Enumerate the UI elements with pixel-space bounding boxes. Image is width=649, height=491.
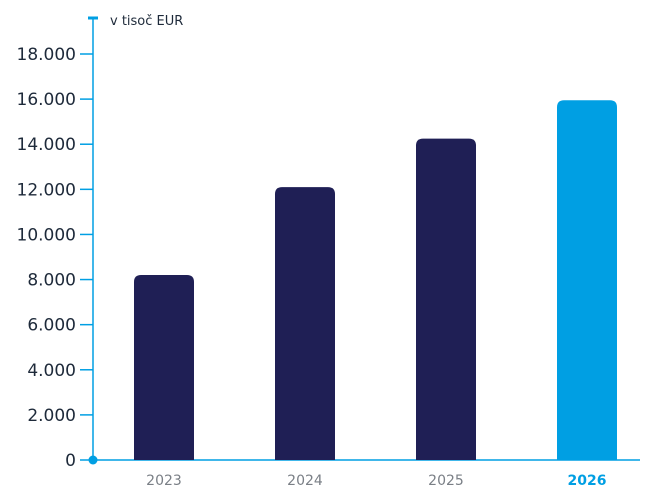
y-tick-label: 4.000 [27, 361, 76, 381]
labels-layer: v tisoč EUR 0 2.000 4.000 6.000 8.000 10.000 12… [17, 14, 607, 489]
y-tick-label: 18.000 [17, 45, 76, 65]
y-axis-unit-label: v tisoč EUR [110, 14, 183, 29]
y-tick-label: 16.000 [17, 90, 76, 110]
y-tick-label: 0 [65, 451, 76, 471]
x-category-label: 2026 [568, 473, 607, 489]
axis-origin-dot [88, 455, 98, 465]
y-tick-label: 14.000 [17, 135, 76, 155]
bar-2025 [416, 138, 476, 461]
y-tick-label: 6.000 [27, 316, 76, 336]
bar-2024 [275, 187, 335, 461]
x-category-label: 2023 [146, 473, 182, 489]
y-tick-label: 8.000 [27, 271, 76, 291]
bar-2023 [134, 275, 194, 460]
y-tick-label: 10.000 [17, 225, 76, 245]
bars-layer [134, 100, 617, 461]
x-category-label: 2025 [428, 473, 464, 489]
x-category-label: 2024 [287, 473, 323, 489]
y-tick-label: 2.000 [27, 406, 76, 426]
y-tick-label: 12.000 [17, 180, 76, 200]
bar-2026 [557, 100, 617, 460]
